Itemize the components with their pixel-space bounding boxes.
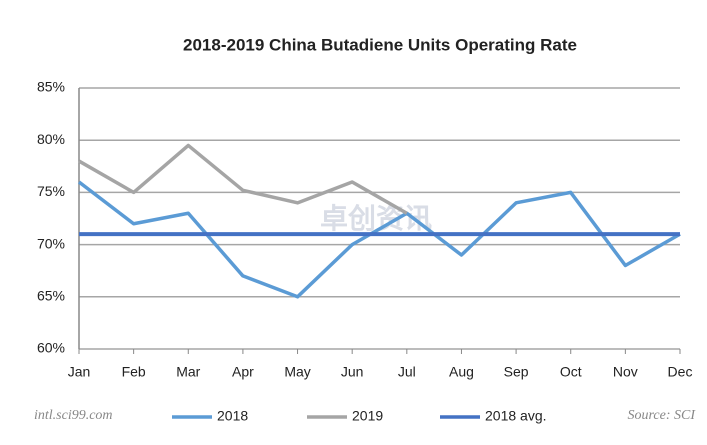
x-tick-label: Sep (504, 364, 529, 380)
x-tick-label: Dec (668, 364, 693, 380)
x-tick-label: Nov (613, 364, 638, 380)
legend-label: 2018 (217, 408, 248, 424)
chart-title: 2018-2019 China Butadiene Units Operatin… (183, 35, 577, 54)
x-tick-label: Jan (68, 364, 91, 380)
x-tick-label: Jun (341, 364, 364, 380)
x-tick-label: Feb (122, 364, 146, 380)
legend-label: 2019 (352, 408, 383, 424)
x-tick-label: May (284, 364, 310, 380)
y-tick-label: 65% (37, 288, 65, 304)
series-line (77, 180, 681, 299)
series-line (78, 143, 408, 215)
x-tick-label: Apr (232, 364, 254, 380)
x-tick-label: Aug (449, 364, 474, 380)
y-tick-label: 80% (37, 131, 65, 147)
website: intl.sci99.com (34, 408, 113, 423)
x-tick-label: Oct (560, 364, 582, 380)
source: Source: SCI (627, 408, 696, 423)
y-tick-label: 85% (37, 79, 65, 95)
y-tick-label: 60% (37, 340, 65, 356)
y-tick-label: 70% (37, 235, 65, 251)
y-tick-label: 75% (37, 183, 65, 199)
legend-label: 2018 avg. (485, 408, 547, 424)
x-tick-label: Jul (398, 364, 416, 380)
x-tick-label: Mar (176, 364, 200, 380)
